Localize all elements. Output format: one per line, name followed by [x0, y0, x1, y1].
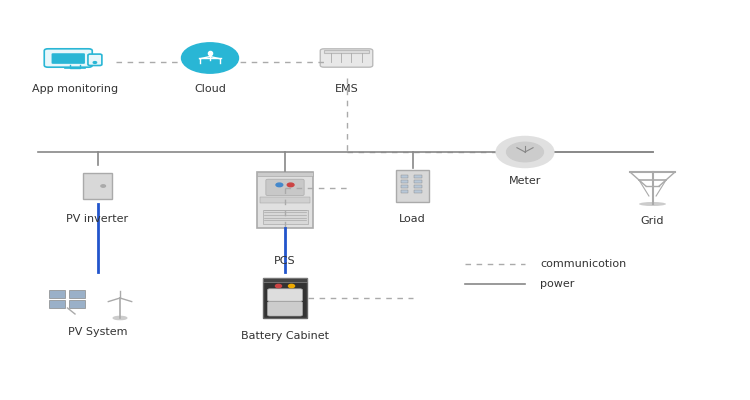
Circle shape — [182, 43, 238, 73]
FancyBboxPatch shape — [268, 302, 302, 316]
FancyBboxPatch shape — [263, 278, 307, 318]
FancyBboxPatch shape — [49, 300, 65, 308]
Circle shape — [275, 284, 281, 288]
FancyBboxPatch shape — [256, 172, 313, 176]
Circle shape — [276, 183, 283, 187]
Text: Battery Cabinet: Battery Cabinet — [241, 331, 329, 341]
Text: Meter: Meter — [509, 176, 542, 186]
Text: Cloud: Cloud — [194, 84, 226, 94]
FancyBboxPatch shape — [268, 289, 302, 301]
FancyBboxPatch shape — [400, 190, 408, 193]
FancyBboxPatch shape — [263, 278, 307, 282]
Text: PCS: PCS — [274, 256, 296, 266]
FancyBboxPatch shape — [52, 53, 85, 64]
Circle shape — [496, 137, 554, 167]
Text: EMS: EMS — [334, 84, 358, 94]
FancyBboxPatch shape — [414, 175, 422, 178]
FancyBboxPatch shape — [88, 54, 102, 66]
FancyBboxPatch shape — [414, 185, 422, 188]
Text: App monitoring: App monitoring — [32, 84, 118, 94]
Circle shape — [101, 185, 106, 187]
FancyBboxPatch shape — [320, 49, 373, 67]
FancyBboxPatch shape — [44, 49, 92, 67]
FancyBboxPatch shape — [83, 173, 112, 199]
FancyBboxPatch shape — [262, 210, 308, 224]
FancyBboxPatch shape — [69, 300, 86, 308]
FancyBboxPatch shape — [400, 180, 408, 183]
FancyBboxPatch shape — [400, 185, 408, 188]
Text: Grid: Grid — [640, 216, 664, 226]
FancyBboxPatch shape — [49, 290, 65, 298]
FancyBboxPatch shape — [414, 190, 422, 193]
FancyBboxPatch shape — [400, 175, 408, 178]
Text: PV System: PV System — [68, 327, 128, 337]
FancyBboxPatch shape — [324, 50, 369, 53]
FancyBboxPatch shape — [266, 179, 305, 196]
Circle shape — [506, 142, 544, 162]
FancyBboxPatch shape — [69, 290, 86, 298]
Text: Load: Load — [399, 214, 426, 224]
Ellipse shape — [639, 202, 666, 206]
Circle shape — [287, 183, 294, 187]
FancyBboxPatch shape — [260, 197, 310, 203]
Text: power: power — [540, 279, 574, 289]
FancyBboxPatch shape — [256, 172, 313, 228]
FancyBboxPatch shape — [414, 180, 422, 183]
Ellipse shape — [113, 316, 127, 320]
FancyBboxPatch shape — [396, 170, 430, 202]
Circle shape — [93, 62, 97, 63]
Text: communicotion: communicotion — [540, 259, 626, 269]
Circle shape — [289, 284, 295, 288]
Text: PV inverter: PV inverter — [67, 214, 128, 224]
